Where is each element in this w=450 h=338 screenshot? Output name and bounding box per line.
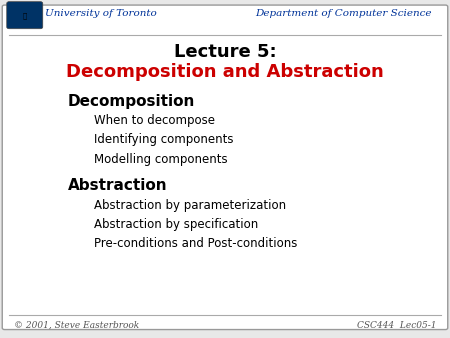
- Text: Lecture 5:: Lecture 5:: [174, 43, 276, 62]
- Text: Modelling components: Modelling components: [94, 153, 228, 166]
- Text: When to decompose: When to decompose: [94, 114, 216, 127]
- Text: Decomposition: Decomposition: [68, 94, 195, 109]
- Text: Abstraction by specification: Abstraction by specification: [94, 218, 259, 231]
- Text: Abstraction: Abstraction: [68, 178, 167, 193]
- Text: Abstraction by parameterization: Abstraction by parameterization: [94, 199, 287, 212]
- Text: Pre-conditions and Post-conditions: Pre-conditions and Post-conditions: [94, 237, 298, 250]
- Text: 🌳: 🌳: [22, 12, 27, 19]
- Text: University of Toronto: University of Toronto: [45, 9, 157, 18]
- Text: Identifying components: Identifying components: [94, 134, 234, 146]
- Text: Decomposition and Abstraction: Decomposition and Abstraction: [66, 63, 384, 81]
- Text: CSC444  Lec05-1: CSC444 Lec05-1: [357, 321, 436, 330]
- FancyBboxPatch shape: [7, 2, 43, 29]
- Text: © 2001, Steve Easterbrook: © 2001, Steve Easterbrook: [14, 321, 139, 330]
- Text: Department of Computer Science: Department of Computer Science: [256, 9, 432, 18]
